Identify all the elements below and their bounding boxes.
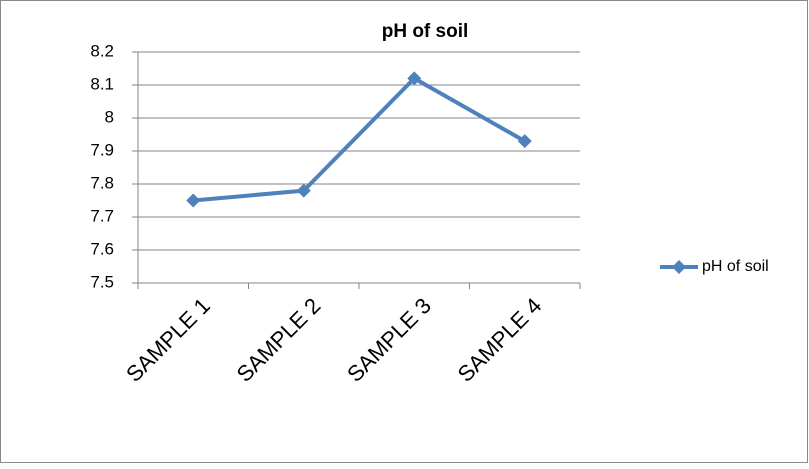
y-tick-label: 8.2 xyxy=(90,41,114,60)
legend-label: pH of soil xyxy=(702,258,769,275)
y-tick-label: 8 xyxy=(105,107,114,126)
point-marker xyxy=(517,134,532,149)
y-tick-label: 7.5 xyxy=(90,272,114,291)
y-tick-label: 7.6 xyxy=(90,239,114,258)
y-tick-label: 7.7 xyxy=(90,206,114,225)
y-tick-label: 7.8 xyxy=(90,173,114,192)
y-tick-label: 7.9 xyxy=(90,140,114,159)
point-marker xyxy=(296,183,311,198)
y-tick-label: 8.1 xyxy=(90,74,114,93)
legend-marker xyxy=(672,260,686,274)
point-marker xyxy=(407,71,422,86)
point-marker xyxy=(186,193,201,208)
series-line xyxy=(193,76,526,203)
chart-title: pH of soil xyxy=(382,21,469,42)
